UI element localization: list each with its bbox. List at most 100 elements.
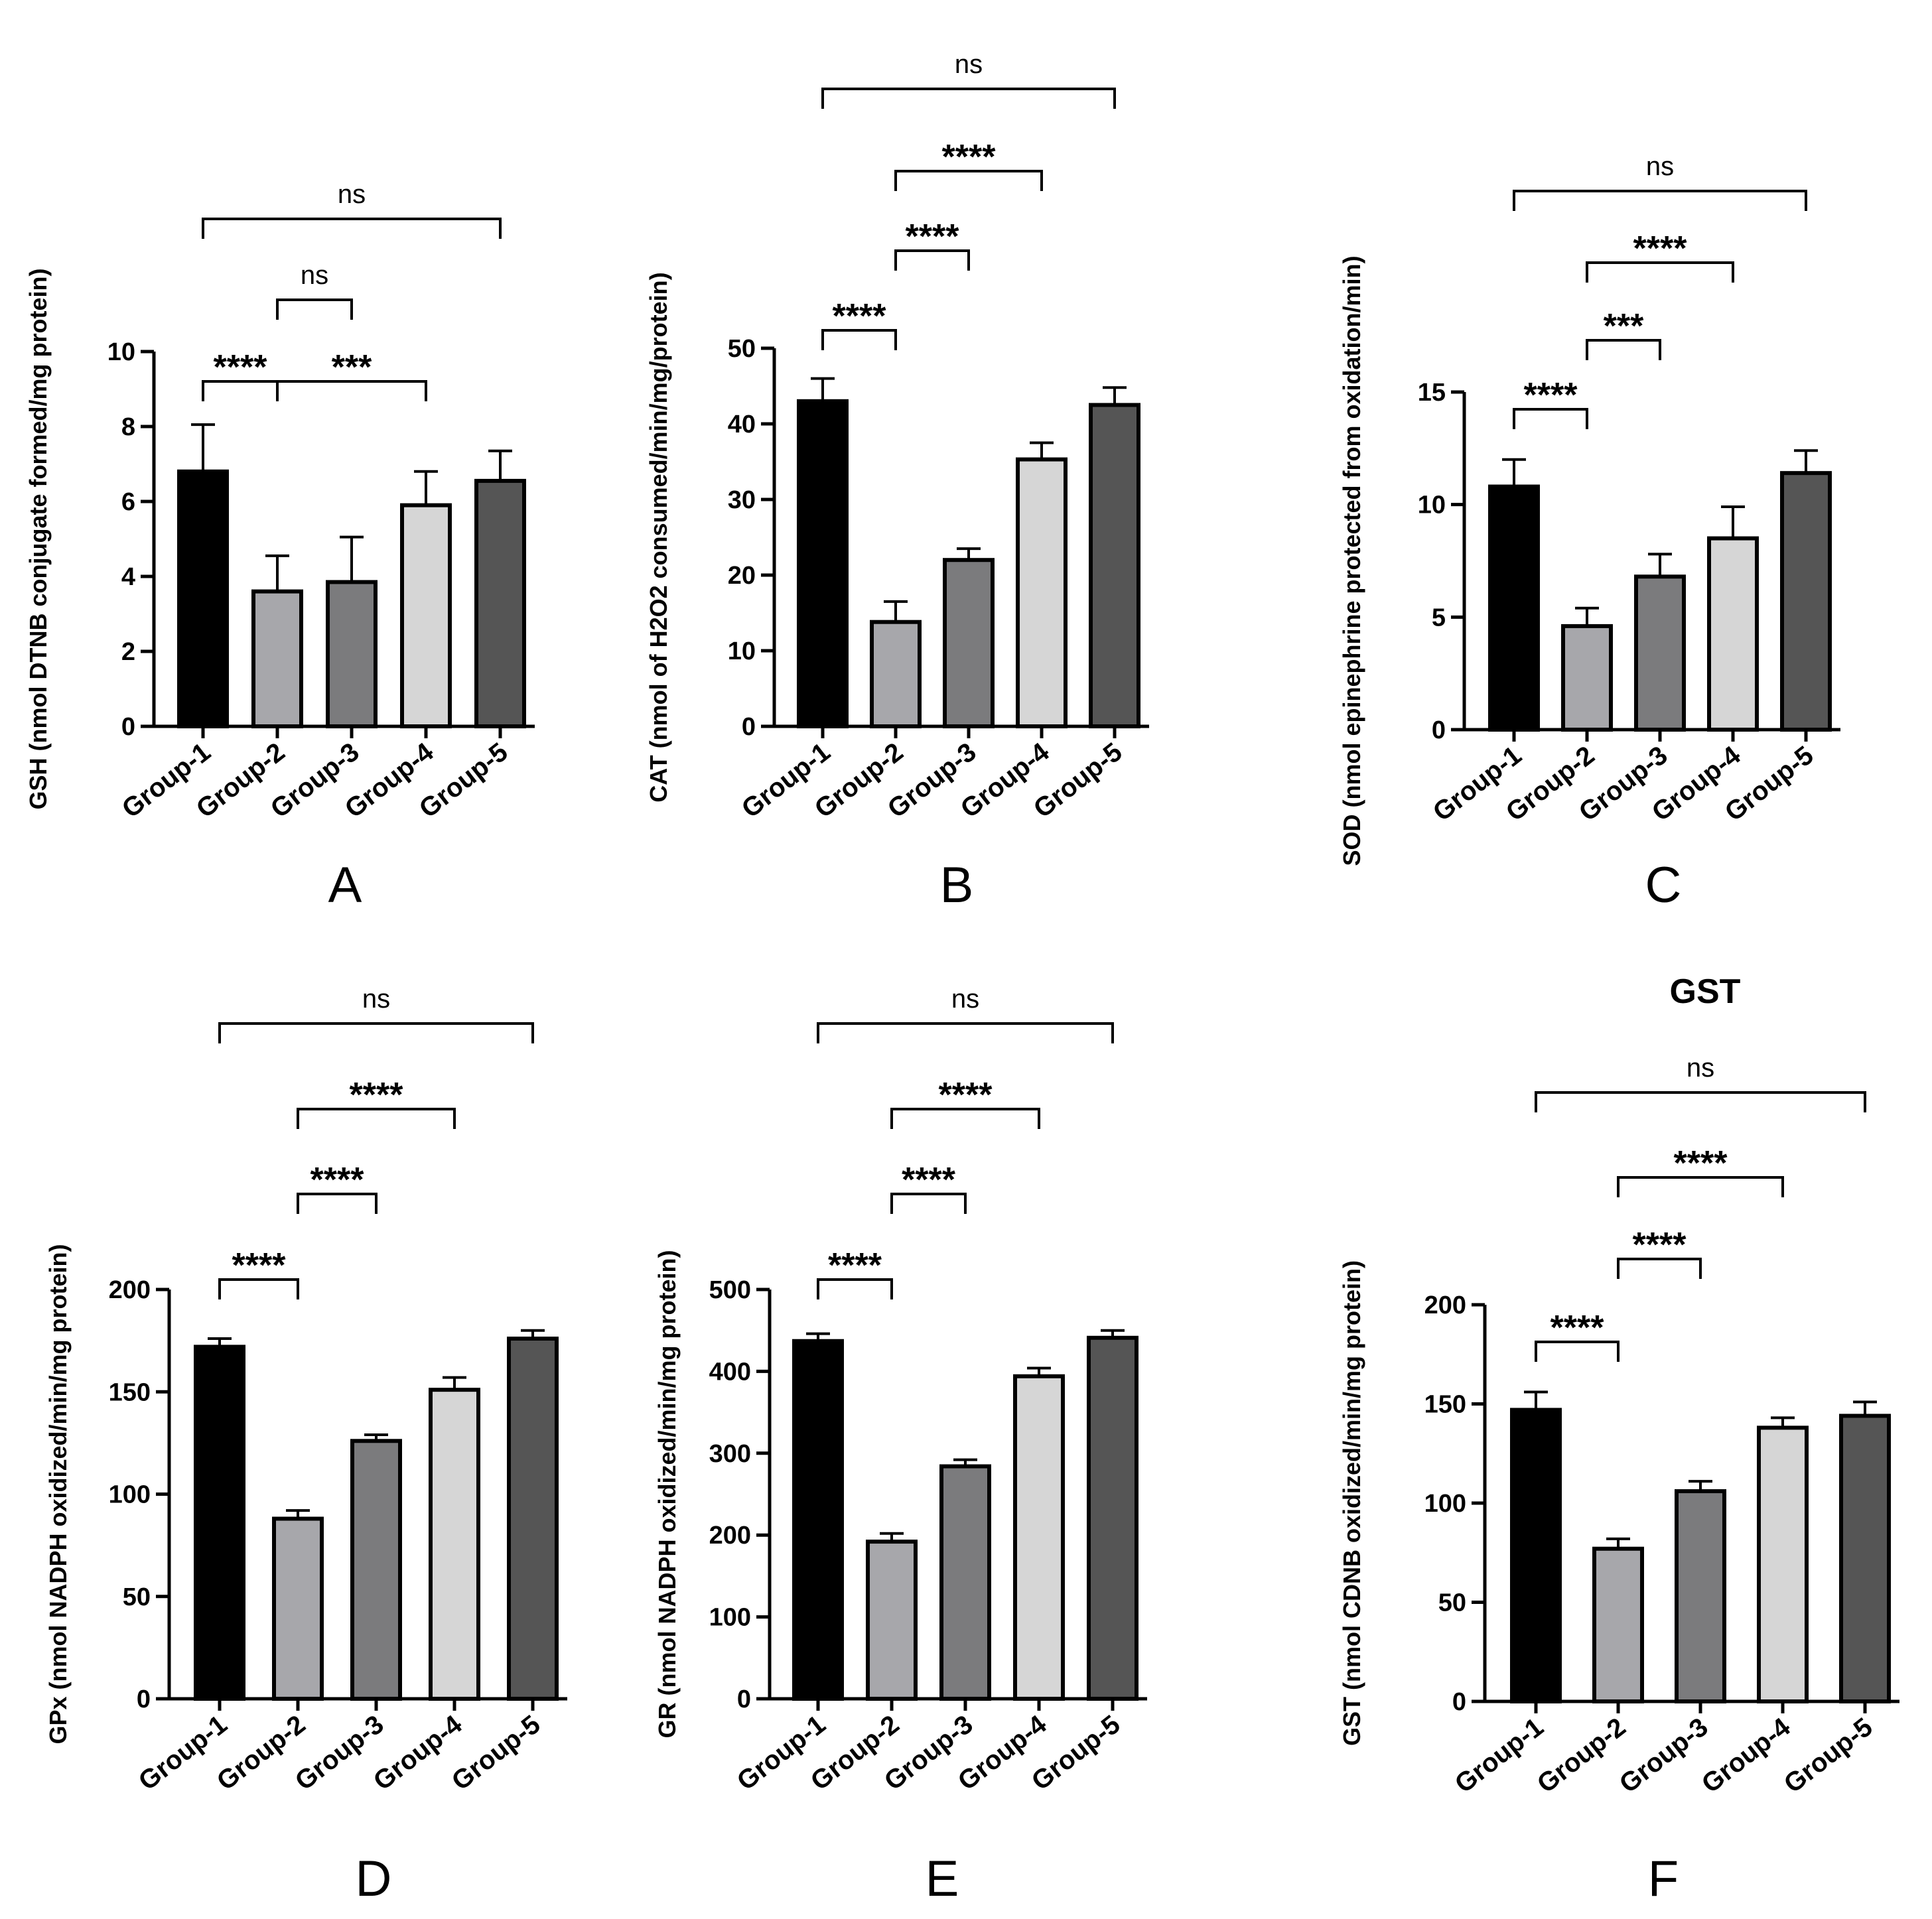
bar-group-1 <box>194 1345 245 1701</box>
y-tick-label: 4 <box>121 563 135 591</box>
significance-bracket <box>218 1022 534 1043</box>
bar-group-4 <box>1757 1425 1809 1703</box>
bar-group-3 <box>1634 574 1686 732</box>
significance-label: *** <box>332 348 372 387</box>
y-tick-label: 10 <box>107 338 135 366</box>
significance-bracket <box>1586 261 1734 283</box>
y-axis-label: CAT (nmol of H2O2 consumed/min/mg/protei… <box>645 272 672 802</box>
panel-letter: D <box>356 1851 392 1907</box>
significance-bracket <box>890 1108 1040 1129</box>
significance-label: **** <box>1633 230 1688 268</box>
bar-group-3 <box>1675 1489 1726 1704</box>
significance-label: **** <box>906 218 960 256</box>
significance-label: **** <box>833 297 887 336</box>
significance-bracket <box>821 88 1116 109</box>
significance-bracket <box>821 329 897 350</box>
y-tick-label: 200 <box>709 1522 751 1550</box>
bar-group-2 <box>272 1516 324 1701</box>
bar-group-2 <box>1592 1546 1644 1704</box>
y-axis-label: GST (nmol CDNB oxidized/min/mg protein) <box>1338 1260 1365 1746</box>
significance-bracket <box>1617 1176 1784 1197</box>
y-tick-label: 20 <box>728 562 756 590</box>
bar-group-1 <box>797 399 849 728</box>
significance-bracket <box>202 218 502 239</box>
significance-bracket <box>890 1193 967 1214</box>
y-tick-label: 5 <box>1432 604 1446 631</box>
significance-bracket <box>1513 408 1588 429</box>
bar-group-2 <box>870 620 922 728</box>
significance-label: ns <box>1687 1053 1714 1083</box>
y-tick-label: 100 <box>1424 1490 1466 1518</box>
bar-group-5 <box>1780 471 1832 732</box>
y-tick-label: 200 <box>1424 1291 1466 1319</box>
bar-group-5 <box>507 1337 559 1701</box>
bar-group-5 <box>1087 1335 1138 1701</box>
bar-group-5 <box>1089 403 1140 728</box>
significance-label: *** <box>1604 307 1644 346</box>
significance-label: **** <box>939 1076 993 1114</box>
bar-group-4 <box>1016 457 1068 729</box>
bar-group-1 <box>1488 484 1540 732</box>
y-tick-label: 6 <box>121 488 135 516</box>
significance-bracket <box>817 1022 1114 1043</box>
bar-group-5 <box>474 478 526 728</box>
significance-label: ns <box>301 261 328 290</box>
y-tick-label: 100 <box>109 1481 151 1509</box>
y-tick-label: 150 <box>1424 1391 1466 1419</box>
significance-bracket <box>1535 1091 1866 1112</box>
significance-label: ns <box>951 984 979 1014</box>
significance-label: **** <box>310 1161 365 1199</box>
panel-letter: E <box>926 1851 959 1907</box>
significance-bracket <box>1535 1341 1620 1362</box>
bar-group-3 <box>326 580 378 728</box>
significance-bracket <box>218 1278 299 1299</box>
bar-group-3 <box>943 558 995 729</box>
significance-label: **** <box>1674 1144 1728 1183</box>
significance-bracket <box>817 1278 893 1299</box>
significance-bracket <box>297 1193 378 1214</box>
significance-label: **** <box>1633 1226 1687 1264</box>
y-tick-label: 0 <box>121 713 135 741</box>
y-tick-label: 0 <box>137 1686 151 1713</box>
y-tick-label: 150 <box>109 1378 151 1406</box>
bar-group-2 <box>866 1540 918 1701</box>
significance-label: ns <box>362 984 390 1014</box>
bar-group-4 <box>429 1388 480 1701</box>
bar-group-4 <box>400 503 452 729</box>
chart-title: GST <box>1670 972 1741 1011</box>
y-tick-label: 500 <box>709 1276 751 1304</box>
y-tick-label: 0 <box>1432 716 1446 744</box>
y-axis-label: GPx (nmol NADPH oxidized/min/mg protein) <box>44 1244 72 1744</box>
y-tick-label: 0 <box>1452 1688 1466 1716</box>
y-tick-label: 50 <box>123 1583 151 1611</box>
bar-group-1 <box>1510 1408 1562 1703</box>
significance-label: **** <box>350 1076 404 1114</box>
bar-group-3 <box>939 1464 991 1701</box>
y-axis-label: GSH (nmol DTNB conjugate formed/mg prote… <box>25 269 52 810</box>
y-tick-label: 300 <box>709 1440 751 1468</box>
significance-bracket <box>1513 190 1807 211</box>
y-tick-label: 10 <box>728 637 756 665</box>
significance-label: ns <box>338 180 366 209</box>
y-axis-label: SOD (nmol epinephrine protected from oxi… <box>1338 255 1365 866</box>
significance-label: **** <box>902 1161 956 1199</box>
bar-group-4 <box>1013 1374 1065 1701</box>
panel-letter: F <box>1648 1851 1679 1907</box>
significance-label: **** <box>828 1246 882 1285</box>
bar-group-3 <box>350 1439 402 1701</box>
y-axis-label: GR (nmol NADPH oxidized/min/mg protein) <box>654 1250 681 1739</box>
y-tick-label: 40 <box>728 411 756 438</box>
significance-label: ns <box>1646 152 1674 181</box>
panel-letter: B <box>940 857 974 913</box>
bar-group-4 <box>1707 536 1759 732</box>
significance-label: **** <box>1524 376 1578 415</box>
y-tick-label: 30 <box>728 486 756 514</box>
panel-letter: A <box>328 857 362 913</box>
y-tick-label: 8 <box>121 413 135 441</box>
y-tick-label: 0 <box>737 1686 751 1713</box>
significance-label: **** <box>1551 1309 1605 1347</box>
bar-group-1 <box>792 1339 844 1701</box>
bar-group-5 <box>1839 1414 1891 1703</box>
significance-label: **** <box>214 348 268 387</box>
